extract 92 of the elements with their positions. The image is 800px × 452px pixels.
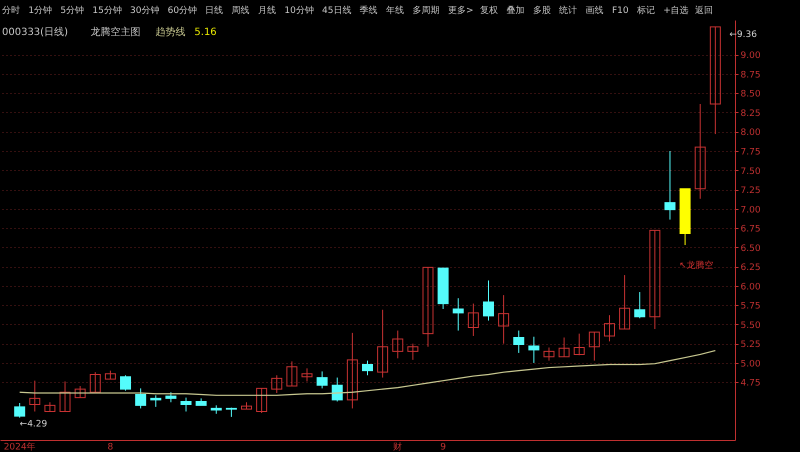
candlestick [286, 360, 298, 387]
candlestick [604, 314, 615, 342]
candlestick [256, 388, 268, 414]
candlestick [513, 330, 524, 354]
candlestick [271, 374, 282, 394]
text: 更多> [448, 5, 474, 16]
candlestick [588, 332, 600, 362]
text: 1分钟 [28, 5, 52, 16]
candlestick [619, 274, 630, 330]
text: 分时 [2, 5, 20, 16]
candlestick [302, 368, 313, 382]
candlestick [29, 380, 40, 412]
text: 多周期 [412, 5, 440, 16]
x-tick-label: 9 [440, 442, 446, 452]
text: F10 [612, 6, 629, 16]
candlestick [165, 392, 176, 403]
y-tick-label: 5.25 [740, 340, 761, 350]
candlestick [74, 386, 86, 398]
y-tick-label: 5.00 [740, 359, 761, 370]
text: 多股 [532, 5, 551, 16]
candlestick [422, 266, 434, 348]
candlestick [44, 402, 56, 412]
text: 000333(日线) [2, 26, 68, 38]
candlestick [316, 370, 328, 389]
text: 月线 [258, 5, 276, 16]
annotation: ←4.29 [20, 420, 48, 430]
y-tick-label: 8.75 [740, 70, 761, 80]
annotation: 5.16 [194, 27, 217, 38]
y-tick-label: 6.00 [740, 282, 761, 292]
y-tick-label: 8.25 [740, 108, 761, 119]
y-tick-label: 7.25 [740, 186, 761, 196]
candlestick [377, 309, 388, 378]
text: 45日线 [322, 5, 352, 16]
y-tick-label: 6.75 [740, 224, 761, 235]
candlestick [482, 280, 494, 322]
text: 复权 [480, 5, 498, 16]
text: 10分钟 [284, 5, 314, 16]
annotation: ↖龙腾空 [679, 260, 714, 272]
text: 周线 [232, 5, 250, 16]
y-tick-label: 5.75 [740, 302, 761, 312]
y-tick-label: 7.00 [740, 205, 761, 216]
candlestick [392, 330, 404, 359]
text: 返回 [695, 5, 714, 16]
x-tick-label: 财 [393, 442, 402, 452]
x-tick-label: 8 [108, 442, 114, 452]
candlestick [60, 380, 71, 412]
text: 龙腾空主图 [90, 26, 140, 38]
text: 趋势线 [155, 26, 186, 38]
y-tick-label: 5.50 [740, 320, 761, 331]
y-tick-label: 9.00 [740, 51, 761, 62]
x-tick-label: 2024年 [4, 442, 36, 452]
candlestick [120, 374, 132, 392]
candlestick [90, 372, 101, 393]
y-tick-label: 6.25 [740, 263, 761, 274]
y-tick-label: 7.50 [740, 166, 761, 177]
y-tick-label: 8.00 [740, 128, 761, 138]
candlestick [468, 303, 479, 336]
text: 5分钟 [60, 5, 84, 16]
candlestick [710, 26, 721, 135]
text: 统计 [559, 5, 578, 16]
text: 60分钟 [168, 5, 198, 16]
text: +自选 [663, 5, 689, 16]
y-tick-label: 4.75 [740, 378, 761, 389]
candlestick [362, 360, 373, 376]
y-tick-label: 6.50 [740, 244, 761, 254]
candlestick [332, 377, 343, 402]
candlestick [649, 230, 660, 330]
candlestick [664, 150, 676, 220]
text: 画线 [586, 5, 604, 16]
text: 日线 [205, 5, 224, 16]
text: 年线 [386, 5, 404, 16]
candlestick [452, 298, 464, 332]
y-tick-label: 8.50 [740, 90, 761, 100]
candlestick [634, 292, 646, 319]
candlestick [558, 337, 570, 358]
text: 标记 [636, 5, 655, 16]
text: 15分钟 [92, 5, 122, 16]
candlestick [14, 402, 26, 418]
text: 叠加 [506, 5, 524, 16]
candlestick [694, 104, 706, 200]
candlestick [346, 332, 358, 409]
candlestick [543, 347, 554, 362]
candlestick [180, 397, 192, 412]
candlestick [528, 336, 540, 364]
candlestick [150, 394, 162, 408]
text: 30分钟 [130, 5, 160, 16]
y-tick-label: 7.75 [740, 148, 761, 158]
candlestick [407, 343, 418, 360]
candlestick [574, 333, 585, 356]
candlestick [135, 388, 146, 409]
candlestick [498, 294, 510, 344]
text: 季线 [360, 5, 378, 16]
